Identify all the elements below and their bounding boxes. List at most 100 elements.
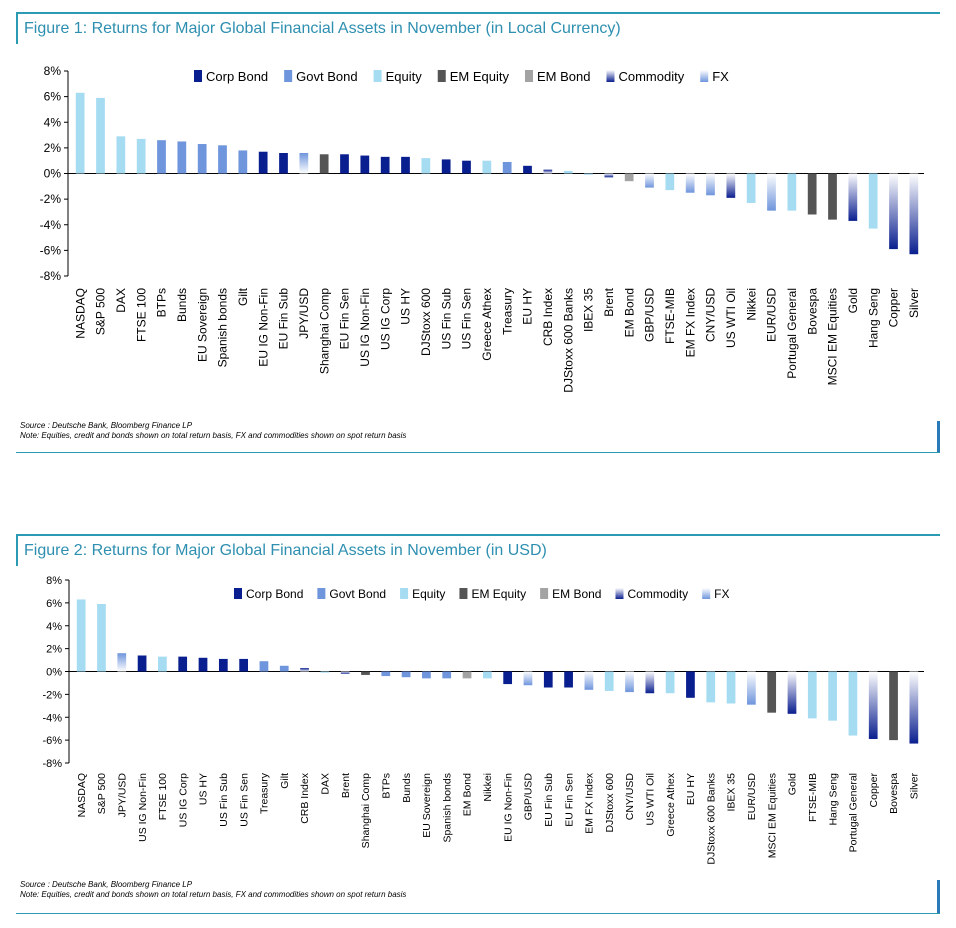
x-tick-label: Portugal General xyxy=(785,288,799,379)
bar-dax xyxy=(320,671,330,673)
x-tick-label: FTSE 100 xyxy=(134,288,148,342)
y-tick-label: -4% xyxy=(42,712,62,724)
x-tick-label: Portugal General xyxy=(848,773,860,852)
x-tick-label: Greece Athex xyxy=(480,288,494,361)
bar-nasdaq xyxy=(76,599,86,672)
x-tick-label: Treasury xyxy=(500,288,514,335)
figure-2-source: Source : Deutsche Bank, Bloomberg Financ… xyxy=(20,880,193,889)
bar-hang-seng xyxy=(868,173,878,229)
x-tick-label: Brent xyxy=(602,287,616,316)
legend: Corp Bond Govt Bond Equity EM Equity EM Bond… xyxy=(234,587,730,601)
x-tick-label: US IG Non-Fin xyxy=(358,288,372,367)
legend-label-commodity: Commodity xyxy=(627,587,688,601)
bar-us-fin-sen xyxy=(462,160,471,174)
x-tick-label: FTSE-MIB xyxy=(807,773,819,822)
y-tick-label: 8% xyxy=(46,575,62,587)
x-tick-label: DJStoxx 600 Banks xyxy=(561,288,575,393)
x-tick-label: Silver xyxy=(909,773,921,800)
x-tick-label: Silver xyxy=(907,288,921,318)
figure-2-title-bar: Figure 2: Returns for Major Global Finan… xyxy=(16,534,940,568)
bar-brent xyxy=(604,173,614,178)
x-tick-label: Bovespa xyxy=(805,288,819,335)
bar-djstoxx-600 xyxy=(604,671,614,691)
bar-eu-hy xyxy=(523,165,532,174)
legend-label-corp-bond: Corp Bond xyxy=(206,69,268,84)
bar-ftse-100 xyxy=(158,656,167,672)
y-tick-label: 2% xyxy=(46,644,62,656)
x-tick-label: EU Fin Sub xyxy=(543,773,555,827)
bar-us-wti-oil xyxy=(726,173,736,198)
bar-nikkei xyxy=(482,671,492,679)
bar-eu-hy xyxy=(686,671,695,698)
x-tick-label: Spanish bonds xyxy=(216,288,230,367)
legend-label-fx: FX xyxy=(712,69,729,84)
y-tick-label: -4% xyxy=(40,218,62,232)
legend-swatch-corp-bond xyxy=(194,70,202,82)
legend-swatch-commodity xyxy=(615,588,624,599)
bar-cny-usd xyxy=(625,671,634,693)
x-tick-label: EM Bond xyxy=(622,288,636,337)
x-tick-label: IBEX 35 xyxy=(726,773,738,812)
bar-em-fx-index xyxy=(685,173,695,193)
x-tick-label: US Fin Sen xyxy=(460,288,474,349)
x-tick-label: Nikkei xyxy=(744,288,758,321)
x-tick-label: US Fin Sen xyxy=(238,773,250,827)
figure-1-title: Figure 1: Returns for Major Global Finan… xyxy=(24,20,621,37)
bar-eu-fin-sen xyxy=(564,671,573,688)
bar-djstoxx-600 xyxy=(421,158,431,174)
bar-eur-usd xyxy=(747,671,756,705)
figure-1-bottom-border xyxy=(16,452,940,453)
bar-bovespa xyxy=(807,173,817,215)
bar-copper xyxy=(889,173,898,250)
y-tick-label: 2% xyxy=(44,141,62,155)
x-tick-label: EU Sovereign xyxy=(195,288,209,362)
legend-swatch-corp-bond xyxy=(234,588,242,599)
bar-us-ig-corp xyxy=(178,656,188,672)
x-tick-label: EU Fin Sen xyxy=(338,288,352,349)
figure-2: Figure 2: Returns for Major Global Finan… xyxy=(16,534,940,916)
x-tick-label: DJStoxx 600 xyxy=(419,288,433,356)
legend-label-equity: Equity xyxy=(386,69,423,84)
legend-swatch-equity xyxy=(400,588,409,599)
x-tick-label: FTSE 100 xyxy=(157,773,169,820)
bar-portugal-general xyxy=(787,173,797,211)
legend-label-em-bond: EM Bond xyxy=(537,69,590,84)
x-tick-label: Brent xyxy=(340,773,352,798)
bar-silver xyxy=(909,173,919,255)
legend-swatch-commodity xyxy=(606,70,615,82)
bar-eu-ig-non-fin xyxy=(258,151,268,174)
y-tick-label: 4% xyxy=(46,621,62,633)
bar-djstoxx-600-banks xyxy=(706,671,716,703)
figure-1-right-border xyxy=(937,421,940,453)
bar-btps xyxy=(381,671,391,677)
x-tick-label: NASDAQ xyxy=(76,773,88,817)
bar-us-fin-sen xyxy=(239,658,248,672)
x-tick-label: Copper xyxy=(868,773,880,808)
x-tick-label: DJStoxx 600 xyxy=(604,773,616,833)
bar-crb-index xyxy=(300,668,309,672)
bar-treasury xyxy=(502,161,512,174)
x-tick-label: EM Bond xyxy=(462,773,474,816)
x-tick-label: EUR/USD xyxy=(765,288,779,342)
bar-ftse-mib xyxy=(807,671,817,719)
bar-us-fin-sub xyxy=(441,159,451,174)
bar-em-bond xyxy=(462,671,472,679)
title-accent-bar xyxy=(16,536,18,566)
x-tick-label: S&P 500 xyxy=(96,773,108,814)
bar-gilt xyxy=(238,150,248,174)
x-tick-label: IBEX 35 xyxy=(582,288,596,332)
figure-2-bottom-border xyxy=(16,913,940,914)
x-tick-label: EU IG Non-Fin xyxy=(502,773,514,842)
bar-eu-sovereign xyxy=(422,671,431,679)
y-tick-label: -2% xyxy=(40,192,62,206)
x-tick-label: EU HY xyxy=(685,773,697,805)
x-tick-label: Gilt xyxy=(236,287,250,306)
legend: Corp Bond Govt Bond Equity EM Equity EM Bond… xyxy=(194,69,729,84)
legend-label-govt-bond: Govt Bond xyxy=(296,69,357,84)
figure-2-note: Note: Equities, credit and bonds shown o… xyxy=(20,890,407,899)
bar-msci-em-equities xyxy=(828,173,837,220)
legend-label-em-equity: EM Equity xyxy=(471,587,526,601)
bar-bovespa xyxy=(889,671,898,741)
x-tick-label: GBP/USD xyxy=(523,773,535,821)
bar-portugal-general xyxy=(848,671,858,736)
